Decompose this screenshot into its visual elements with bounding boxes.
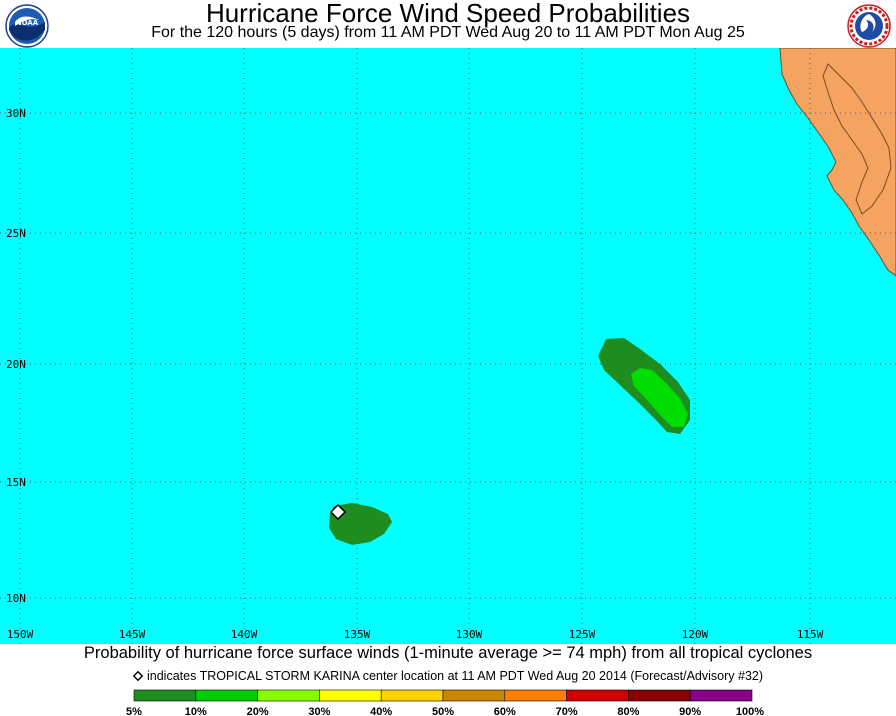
marker-note: indicates TROPICAL STORM KARINA center l… xyxy=(0,668,896,684)
legend-label: 90% xyxy=(679,706,701,716)
legend-swatch xyxy=(319,689,382,702)
legend-label: 20% xyxy=(247,706,269,716)
legend-swatch xyxy=(380,689,444,702)
latitude-label: 20N xyxy=(6,358,26,371)
legend-swatch xyxy=(566,689,629,702)
probability-area-5pct-west xyxy=(329,503,392,545)
legend-label: 80% xyxy=(617,706,639,716)
legend-label: 40% xyxy=(370,706,392,716)
map-description: Probability of hurricane force surface w… xyxy=(83,644,813,662)
probability-map: 30N 25N 20N 15N 10N 150W 145W 140W 135W 130W 125W… xyxy=(0,48,896,644)
legend-label: 30% xyxy=(308,706,330,716)
national-weather-service-logo-icon xyxy=(847,4,891,48)
probability-legend: 5% 10% 20% 30% 40% 50% 60% 70% 80% 90% 100% xyxy=(126,689,764,716)
longitude-label: 135W xyxy=(344,628,371,641)
latitude-label: 10N xyxy=(6,592,26,605)
probability-area-10pct-east xyxy=(631,368,688,427)
legend-swatch xyxy=(442,689,506,702)
longitude-label: 140W xyxy=(231,628,258,641)
longitude-label: 130W xyxy=(456,628,483,641)
baja-california-land xyxy=(779,48,896,277)
latitude-label: 30N xyxy=(6,107,26,120)
legend-swatch xyxy=(257,689,320,702)
legend-label: 70% xyxy=(556,706,578,716)
longitude-label: 145W xyxy=(119,628,146,641)
legend-label: 50% xyxy=(432,706,454,716)
legend-label: 10% xyxy=(185,706,207,716)
legend-label: 5% xyxy=(126,706,142,716)
page-subtitle: For the 120 hours (5 days) from 11 AM PD… xyxy=(151,24,745,41)
legend-label: 60% xyxy=(494,706,516,716)
noaa-logo-icon: NOAA xyxy=(5,4,49,48)
longitude-label: 120W xyxy=(682,628,709,641)
longitude-labels: 150W 145W 140W 135W 130W 125W 120W 115W xyxy=(7,628,824,641)
page-title: Hurricane Force Wind Speed Probabilities xyxy=(205,0,691,28)
marker-note-text: indicates TROPICAL STORM KARINA center l… xyxy=(146,669,764,683)
legend-swatch xyxy=(628,689,691,702)
latitude-label: 25N xyxy=(6,227,26,240)
legend-swatch xyxy=(689,689,753,702)
storm-center-marker-icon xyxy=(329,503,347,521)
legend-label: 100% xyxy=(736,706,764,716)
svg-text:NOAA: NOAA xyxy=(16,19,39,27)
legend-swatch xyxy=(504,689,567,702)
latitude-label: 15N xyxy=(6,476,26,489)
latitude-labels: 30N 25N 20N 15N 10N xyxy=(6,107,26,605)
diamond-marker-icon xyxy=(132,670,144,682)
legend-swatch xyxy=(133,689,197,702)
ocean-area xyxy=(0,48,896,644)
longitude-label: 150W xyxy=(7,628,34,641)
longitude-label: 125W xyxy=(569,628,596,641)
legend-swatch xyxy=(195,689,258,702)
longitude-label: 115W xyxy=(797,628,824,641)
